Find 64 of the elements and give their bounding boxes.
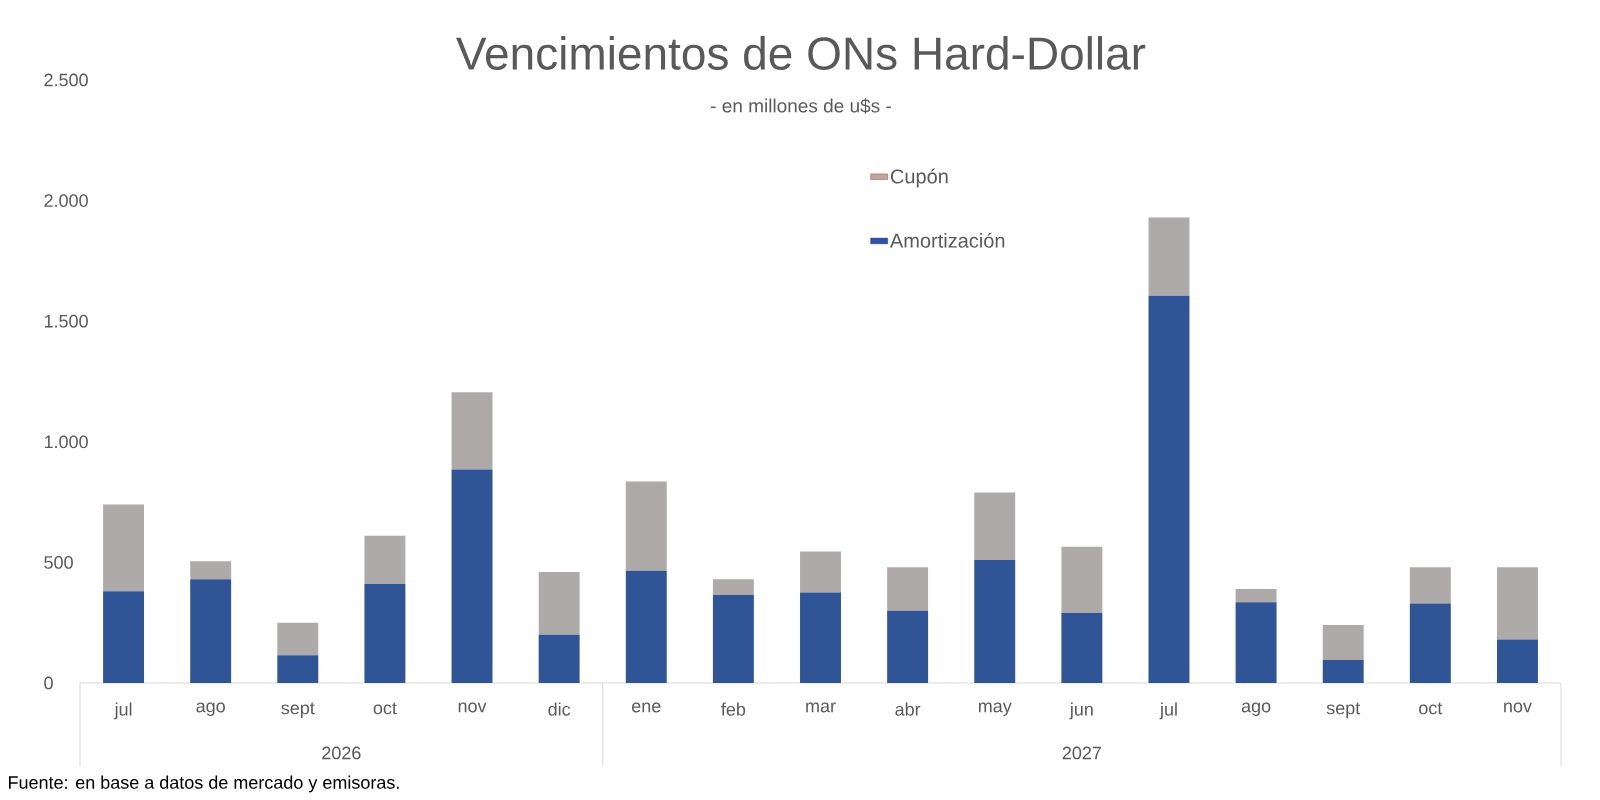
bar xyxy=(800,551,841,593)
bar xyxy=(1496,639,1538,683)
bar xyxy=(1409,603,1451,683)
bar xyxy=(625,481,667,571)
y-tick-label: 1.000 xyxy=(44,435,88,449)
bar xyxy=(1061,613,1103,683)
bar xyxy=(1496,567,1538,640)
bar xyxy=(1235,602,1277,683)
bar xyxy=(1409,567,1451,604)
bar xyxy=(1148,217,1190,296)
bar xyxy=(1061,546,1103,614)
bar xyxy=(974,492,1016,560)
x-tick-label: dic xyxy=(548,702,571,716)
x-tick-label: nov xyxy=(458,702,487,713)
chart-title: Vencimientos de ONs Hard-Dollar xyxy=(456,36,1146,70)
x-tick-label: jul xyxy=(114,702,132,720)
x-tick-label: may xyxy=(978,702,1012,716)
bar xyxy=(625,570,667,683)
text: 2026 xyxy=(322,746,361,760)
bar xyxy=(1235,588,1277,603)
bar xyxy=(887,610,929,683)
x-tick-label: nov xyxy=(1504,702,1532,713)
bar xyxy=(277,655,319,683)
source-note: Fuente: en base a datos de mercado y emisoras. xyxy=(9,775,399,793)
bar xyxy=(800,592,841,683)
bar xyxy=(103,504,145,592)
bar xyxy=(277,622,319,656)
bar xyxy=(538,572,580,635)
bar xyxy=(887,567,929,611)
y-tick-label: 2.000 xyxy=(44,194,88,207)
y-tick-label: 500 xyxy=(44,556,73,569)
x-tick-label: mar xyxy=(806,702,836,713)
y-tick-label: 1.500 xyxy=(44,314,88,328)
bar xyxy=(1322,660,1364,683)
x-tick-label: sept xyxy=(281,702,315,718)
x-tick-label: sept xyxy=(1326,702,1361,718)
x-tick-label: oct xyxy=(1419,702,1443,715)
bar xyxy=(712,579,754,595)
y-tick-label: 2.500 xyxy=(44,73,88,87)
bar xyxy=(103,591,145,683)
x-tick-label: jul xyxy=(1159,702,1177,720)
bar xyxy=(190,561,232,580)
bar xyxy=(364,535,406,585)
bar xyxy=(1148,295,1190,683)
bar xyxy=(974,559,1016,683)
bar xyxy=(451,469,493,683)
x-tick-label: ene xyxy=(632,702,661,713)
bar xyxy=(712,594,754,683)
bar xyxy=(538,634,580,683)
bar xyxy=(451,392,493,470)
x-tick-label: jun xyxy=(1069,702,1093,720)
bar xyxy=(364,584,406,683)
x-tick-label: ago xyxy=(196,702,225,716)
legend-label: Amortización xyxy=(889,232,1005,248)
x-tick-label: feb xyxy=(721,702,746,716)
bar xyxy=(1322,625,1364,661)
bar xyxy=(190,579,232,683)
y-tick-label: 0 xyxy=(44,676,53,690)
text: 2027 xyxy=(1062,746,1101,760)
x-tick-label: abr xyxy=(895,702,921,716)
x-tick-label: oct xyxy=(373,702,397,715)
legend-label: Cupón xyxy=(890,168,948,188)
text: - en millones de u$s - xyxy=(711,98,891,114)
x-tick-label: ago xyxy=(1241,702,1271,716)
